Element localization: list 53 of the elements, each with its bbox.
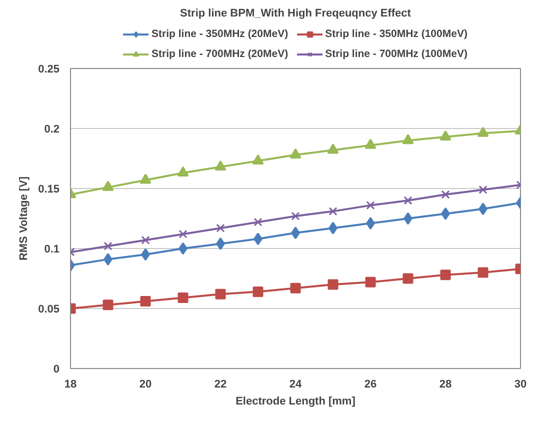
y-tick-label: 0.05 bbox=[38, 304, 60, 316]
point bbox=[141, 236, 150, 244]
chart-title: Strip line BPM_With High Freqeuqncy Effect bbox=[180, 8, 412, 20]
point bbox=[252, 286, 264, 297]
point bbox=[178, 230, 188, 238]
x-tick-label: 26 bbox=[364, 378, 377, 390]
y-axis-title: RMS Voltage [V] bbox=[18, 176, 30, 261]
point bbox=[402, 273, 414, 284]
point bbox=[102, 180, 114, 191]
point bbox=[290, 282, 301, 294]
x-tick-label: 28 bbox=[439, 378, 452, 390]
x-axis-title: Electrode Length [mm] bbox=[236, 396, 356, 408]
point bbox=[216, 224, 225, 232]
x-tick-label: 20 bbox=[139, 378, 152, 390]
point bbox=[177, 166, 189, 177]
x-tick-label: 24 bbox=[289, 378, 302, 390]
point bbox=[291, 212, 300, 220]
point bbox=[441, 190, 450, 199]
point bbox=[252, 154, 264, 165]
legend-label: Strip line - 700MHz (100MeV) bbox=[325, 48, 468, 60]
point bbox=[254, 218, 262, 226]
point bbox=[478, 267, 488, 278]
x-tick-label: 18 bbox=[64, 378, 77, 390]
legend-label: Strip line - 350MHz (20MeV) bbox=[152, 28, 288, 40]
point bbox=[328, 207, 338, 216]
point bbox=[140, 296, 151, 307]
point bbox=[478, 185, 488, 194]
point bbox=[365, 276, 376, 288]
y-tick-label: 0.15 bbox=[38, 184, 60, 196]
point bbox=[404, 196, 412, 205]
legend-label: Strip line - 350MHz (100MeV) bbox=[325, 28, 468, 40]
point bbox=[140, 174, 152, 184]
x-tick-label: 22 bbox=[214, 378, 227, 390]
point bbox=[214, 160, 226, 171]
point bbox=[477, 126, 489, 137]
point bbox=[178, 292, 188, 303]
point bbox=[440, 130, 452, 141]
point bbox=[215, 288, 226, 300]
point bbox=[366, 201, 375, 210]
point bbox=[402, 134, 414, 144]
point bbox=[327, 144, 339, 154]
point bbox=[104, 242, 112, 250]
y-tick-label: 0.25 bbox=[38, 64, 60, 76]
x-tick-label: 30 bbox=[514, 378, 527, 390]
y-tick-label: 0.2 bbox=[44, 124, 60, 136]
y-tick-label: 0 bbox=[53, 364, 60, 376]
legend-label: Strip line - 700MHz (20MeV) bbox=[152, 48, 288, 60]
y-tick-label: 0.1 bbox=[44, 244, 60, 256]
point bbox=[102, 300, 114, 310]
point bbox=[440, 270, 451, 280]
point bbox=[364, 138, 376, 149]
point bbox=[290, 148, 302, 159]
point bbox=[328, 279, 338, 290]
